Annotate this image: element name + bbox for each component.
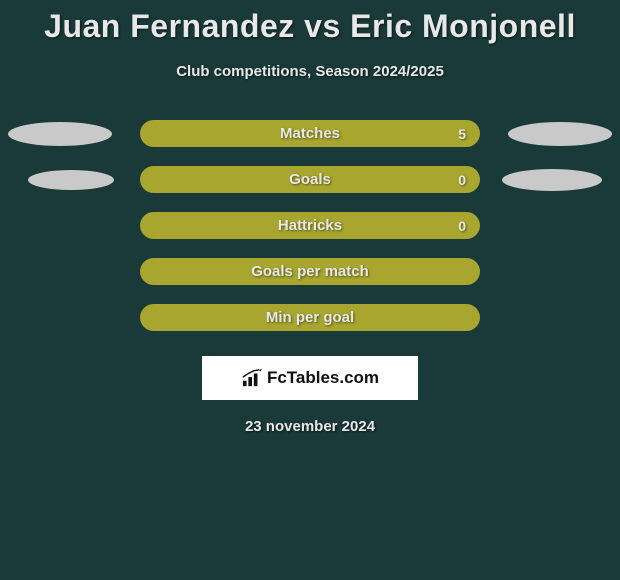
stat-value: 5 bbox=[458, 126, 466, 142]
date-text: 23 november 2024 bbox=[0, 418, 620, 435]
page-title: Juan Fernandez vs Eric Monjonell bbox=[0, 8, 620, 45]
stat-bar: Min per goal bbox=[140, 304, 480, 331]
stat-row: Matches 5 bbox=[0, 120, 620, 147]
stat-row: Goals per match bbox=[0, 258, 620, 285]
right-value-ellipse bbox=[508, 122, 612, 146]
stat-bar: Matches 5 bbox=[140, 120, 480, 147]
left-value-ellipse bbox=[28, 170, 114, 190]
stat-bar: Hattricks 0 bbox=[140, 212, 480, 239]
stat-row: Hattricks 0 bbox=[0, 212, 620, 239]
stat-bar: Goals per match bbox=[140, 258, 480, 285]
stat-label: Min per goal bbox=[140, 309, 480, 326]
logo-box: FcTables.com bbox=[202, 356, 418, 400]
stat-label: Matches bbox=[140, 125, 480, 142]
right-value-ellipse bbox=[502, 169, 602, 191]
logo: FcTables.com bbox=[241, 368, 379, 388]
stat-value: 0 bbox=[458, 172, 466, 188]
stat-bar: Goals 0 bbox=[140, 166, 480, 193]
stat-label: Goals bbox=[140, 171, 480, 188]
stat-value: 0 bbox=[458, 218, 466, 234]
stat-row: Min per goal bbox=[0, 304, 620, 331]
stat-label: Hattricks bbox=[140, 217, 480, 234]
stat-rows: Matches 5 Goals 0 Hattricks 0 Goals bbox=[0, 120, 620, 331]
logo-text: FcTables.com bbox=[267, 368, 379, 388]
bar-chart-icon bbox=[241, 368, 263, 388]
stat-row: Goals 0 bbox=[0, 166, 620, 193]
comparison-panel: Juan Fernandez vs Eric Monjonell Club co… bbox=[0, 0, 620, 435]
subtitle: Club competitions, Season 2024/2025 bbox=[0, 63, 620, 80]
left-value-ellipse bbox=[8, 122, 112, 146]
stat-label: Goals per match bbox=[140, 263, 480, 280]
